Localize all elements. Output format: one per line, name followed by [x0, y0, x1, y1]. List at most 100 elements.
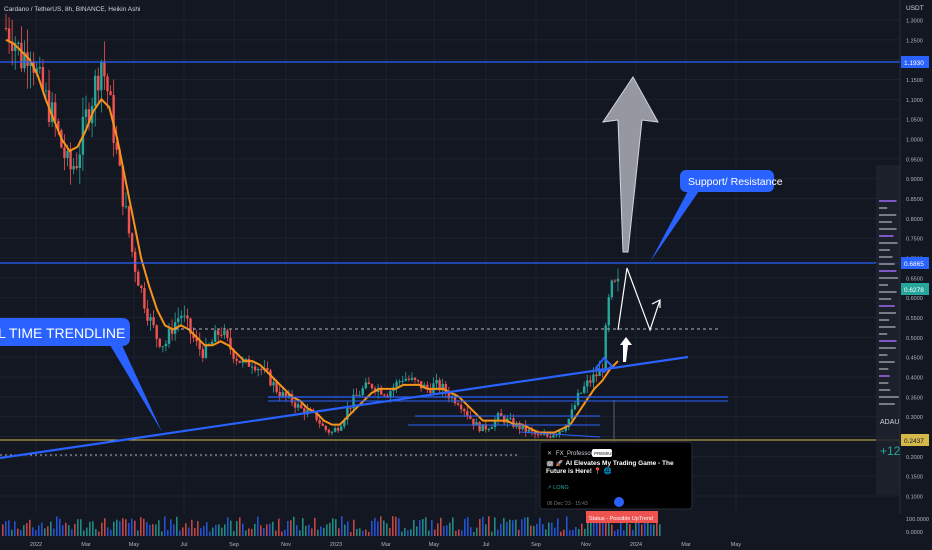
- indicator-bar: [158, 520, 160, 536]
- indicator-bar: [575, 526, 577, 536]
- side-panel-line: [879, 354, 888, 356]
- indicator-bar: [596, 521, 598, 536]
- indicator-bar: [215, 524, 217, 536]
- indicator-bar: [458, 529, 460, 536]
- indicator-bar: [497, 529, 499, 536]
- indicator-bar: [308, 524, 310, 536]
- indicator-bar: [563, 529, 565, 536]
- candle-body: [469, 415, 472, 419]
- indicator-bar: [635, 519, 637, 536]
- candle-body: [481, 424, 484, 432]
- indicator-bar: [524, 517, 526, 536]
- candle-body: [401, 380, 404, 382]
- price-tick-label: 0.8000: [906, 217, 923, 223]
- price-tick-label: 0.9500: [906, 157, 923, 163]
- indicator-bar: [476, 527, 478, 536]
- time-axis-background: [0, 537, 900, 550]
- indicator-bar: [20, 530, 22, 536]
- indicator-bar: [251, 528, 253, 536]
- trendline-label-box[interactable]: [0, 318, 130, 346]
- time-tick-label: Jul: [180, 542, 187, 548]
- indicator-bar: [377, 521, 379, 536]
- indicator-bar: [59, 518, 61, 536]
- idea-popup-card[interactable]: ✕ FX_Professor PREMIUM 🤖 🚀 AI Elevates M…: [539, 441, 693, 510]
- indicator-bar: [23, 525, 25, 536]
- popup-title[interactable]: 🤖 🚀 AI Elevates My Trading Game - The Fu…: [546, 460, 674, 475]
- indicator-bar: [581, 523, 583, 536]
- side-panel-line: [879, 298, 892, 300]
- time-tick-label: 2024: [630, 542, 642, 548]
- candle-body: [355, 394, 358, 396]
- candle-body: [552, 435, 555, 438]
- candle-body: [100, 62, 103, 91]
- indicator-bar: [518, 529, 520, 536]
- indicator-bar: [419, 520, 421, 536]
- candle-body: [570, 409, 574, 419]
- long-term-trendline[interactable]: [0, 355, 689, 460]
- popup-author[interactable]: FX_Professor: [556, 451, 593, 457]
- candle-body: [490, 427, 494, 429]
- indicator-bar: [650, 524, 652, 536]
- candle-body: [598, 368, 601, 377]
- price-tick-label: 0.2000: [906, 455, 923, 461]
- indicator-bar: [194, 528, 196, 536]
- candle-body: [576, 392, 580, 406]
- indicator-bar: [62, 525, 64, 536]
- indicator-bar: [128, 522, 130, 536]
- indicator-bar: [311, 528, 313, 536]
- side-panel-line: [879, 249, 890, 251]
- candle-body: [4, 27, 8, 29]
- candle-body: [466, 411, 469, 416]
- candle-body: [155, 325, 158, 339]
- candle-body: [524, 424, 527, 432]
- indicator-bar: [659, 524, 661, 536]
- time-axis[interactable]: 2022 Mar May Jul Sep Nov 2023 Mar May Jul Sep Nov 20…: [30, 542, 742, 548]
- small-up-arrow-icon[interactable]: [620, 337, 632, 362]
- indicator-bar: [287, 520, 289, 536]
- candle-body: [226, 330, 229, 338]
- indicator-bar: [152, 524, 154, 536]
- candle-body: [456, 403, 460, 405]
- candle-body: [546, 434, 549, 437]
- side-panel-line: [879, 396, 899, 398]
- symbol-header[interactable]: Cardano / TetherUS, 8h, BINANCE, Heikin …: [4, 6, 140, 13]
- support-resistance-label-box[interactable]: [680, 170, 774, 192]
- indicator-bar: [638, 521, 640, 536]
- candle-body: [50, 102, 54, 123]
- candle-body: [518, 422, 521, 430]
- indicator-bar: [443, 526, 445, 536]
- candle-body: [416, 380, 420, 382]
- candle-body: [315, 411, 318, 421]
- indicator-bar: [578, 529, 580, 536]
- indicator-bar: [485, 524, 487, 536]
- candle-body: [413, 377, 417, 381]
- indicator-bar: [611, 524, 613, 536]
- indicator-bar: [347, 521, 349, 536]
- indicator-bar: [503, 517, 505, 536]
- indicator-bar: [77, 519, 79, 536]
- indicator-bar: [32, 527, 34, 536]
- candle-body: [41, 67, 45, 91]
- indicator-bar: [203, 526, 205, 536]
- indicator-bar: [425, 517, 427, 536]
- indicator-bar: [533, 526, 535, 536]
- indicator-bar: [86, 527, 88, 536]
- projection-path[interactable]: [617, 267, 661, 332]
- indicator-bar: [473, 531, 475, 536]
- price-tick-label: 0.6000: [906, 296, 923, 302]
- candle-body: [373, 388, 377, 392]
- support-resistance-pointer: [650, 191, 699, 262]
- indicator-bar: [560, 531, 562, 536]
- candle-body: [232, 349, 235, 359]
- candle-body: [290, 394, 294, 403]
- candle-body: [260, 369, 263, 371]
- candle-body: [530, 429, 534, 432]
- indicator-bar: [41, 522, 43, 536]
- candle-body: [78, 154, 82, 168]
- candle-body: [426, 384, 429, 389]
- indicator-bar: [593, 516, 595, 536]
- indicator-bar: [275, 530, 277, 536]
- large-up-arrow-icon[interactable]: [601, 76, 659, 253]
- candle-body: [318, 420, 321, 424]
